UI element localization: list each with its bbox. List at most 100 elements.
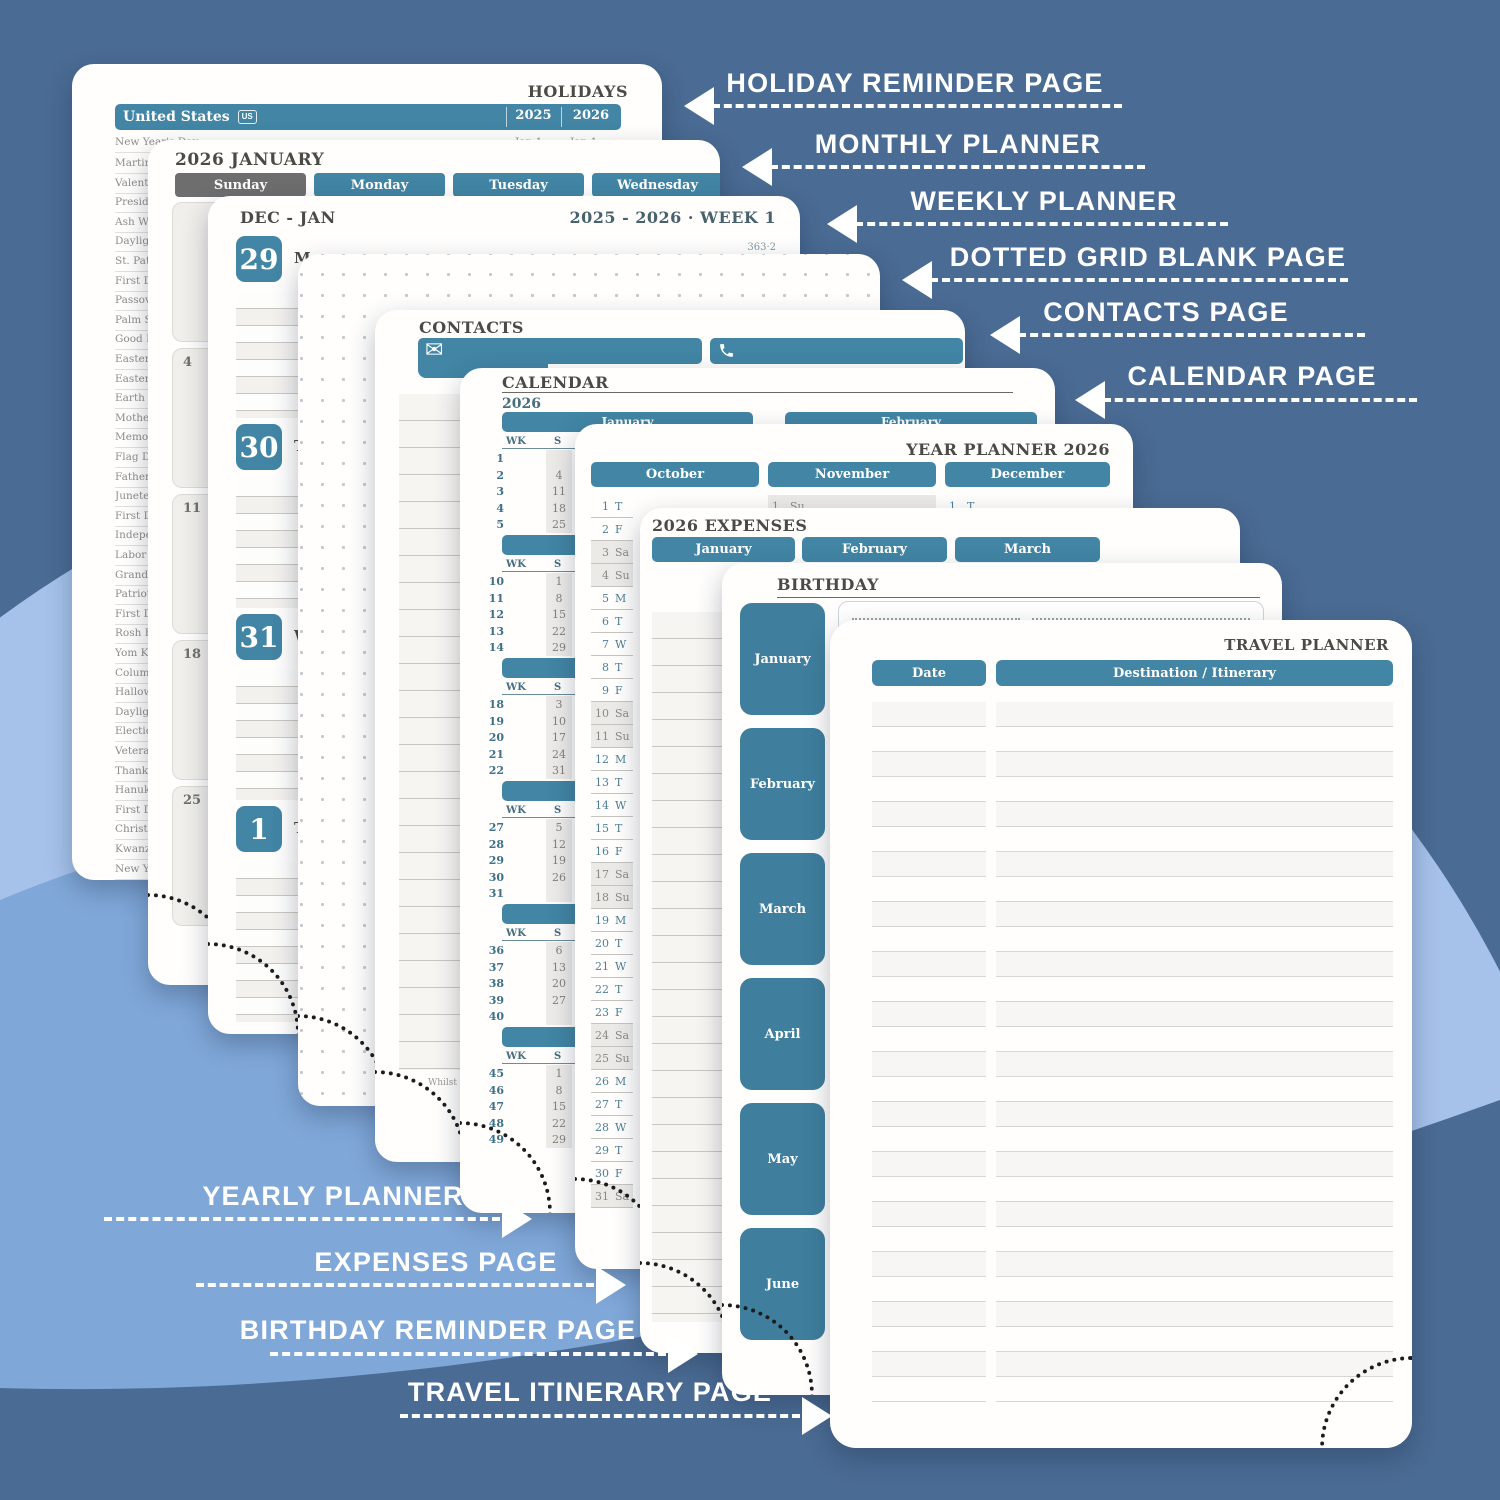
page-travel-planner: TRAVEL PLANNER Date Destination / Itiner… bbox=[830, 620, 1412, 1448]
birthday-tab-january: January bbox=[740, 603, 825, 715]
yearplanner-title: YEAR PLANNER 2026 bbox=[906, 440, 1110, 459]
travel-row-date-cell bbox=[872, 827, 986, 852]
yearplanner-day-num: 12 bbox=[595, 753, 609, 766]
calendar-sunday-strip bbox=[546, 942, 572, 1025]
calendar-header-rule bbox=[502, 571, 590, 572]
holiday-row: Presid bbox=[115, 193, 177, 214]
calendar-sunday-value: 1 bbox=[555, 575, 563, 588]
yearplanner-day-num: 17 bbox=[595, 868, 609, 881]
birthday-tab-march: March bbox=[740, 853, 825, 965]
holiday-row: First D bbox=[115, 801, 177, 821]
yearplanner-day-letter: T bbox=[967, 500, 975, 513]
yearplanner-day-num: 27 bbox=[595, 1098, 609, 1111]
us-flag-badge: US bbox=[237, 110, 257, 124]
calendar-sunday-value: 8 bbox=[555, 1083, 563, 1097]
calendar-sunday-value: 22 bbox=[552, 1116, 566, 1130]
left-arrow-icon bbox=[827, 205, 857, 243]
birthday-title-rule bbox=[777, 597, 1260, 598]
callout-label: BIRTHDAY REMINDER PAGE bbox=[239, 1315, 637, 1345]
calendar-sunday-value: 5 bbox=[555, 821, 563, 834]
yearplanner-day-row: 28 W bbox=[591, 1116, 633, 1139]
yearplanner-day-row: 24 Sa bbox=[591, 1024, 633, 1047]
day-header-monday: Monday bbox=[314, 173, 445, 197]
calendar-sunday-strip bbox=[546, 450, 572, 533]
calendar-col-header-wk: WK bbox=[506, 928, 526, 939]
yearplanner-day-num: 4 bbox=[602, 569, 609, 582]
calendar-col-header-s: S bbox=[554, 1051, 562, 1062]
yearplanner-day-letter: F bbox=[615, 845, 623, 858]
year-col-divider bbox=[561, 107, 562, 127]
yearplanner-day-letter: T bbox=[615, 937, 623, 950]
calendar-title: CALENDAR bbox=[502, 373, 609, 392]
travel-row-date-cell bbox=[872, 1102, 986, 1127]
calendar-week-number: 37 bbox=[488, 960, 504, 974]
callout-label: CALENDAR PAGE bbox=[1127, 361, 1377, 391]
yearplanner-day-row: 20 T bbox=[591, 932, 633, 955]
holiday-row: Easter bbox=[115, 370, 177, 390]
holidays-year-2026: 2026 bbox=[572, 108, 610, 123]
holiday-row: Colum bbox=[115, 664, 177, 684]
calendar-sunday-value: 15 bbox=[552, 1100, 566, 1113]
travel-row-date-cell bbox=[872, 1277, 986, 1302]
yearplanner-day-row: 16 F bbox=[591, 840, 633, 863]
yearplanner-day-letter: Su bbox=[615, 730, 630, 743]
yearplanner-day-row: 22 T bbox=[591, 978, 633, 1001]
calendar-sunday-strip bbox=[546, 573, 572, 656]
travel-row-destination-cell bbox=[996, 977, 1393, 1002]
holidays-title: HOLIDAYS bbox=[527, 82, 628, 101]
travel-row-date-cell bbox=[872, 952, 986, 977]
travel-row-destination-cell bbox=[996, 1227, 1393, 1252]
travel-row-date-cell bbox=[872, 752, 986, 777]
travel-row-destination-cell bbox=[996, 1277, 1393, 1302]
holiday-row: Electio bbox=[115, 722, 177, 743]
calendar-header-rule bbox=[502, 694, 590, 695]
travel-destination-header: Destination / Itinerary bbox=[996, 660, 1393, 686]
travel-row-date-cell bbox=[872, 1327, 986, 1352]
yearplanner-day-num: 18 bbox=[595, 891, 609, 904]
yearplanner-day-letter: M bbox=[615, 592, 627, 605]
yearplanner-day-letter: T bbox=[615, 776, 623, 789]
travel-row-destination-cell bbox=[996, 727, 1393, 752]
calendar-header-rule bbox=[502, 448, 590, 449]
calendar-sunday-value: 29 bbox=[552, 641, 566, 654]
calendar-col-header-wk: WK bbox=[506, 559, 526, 570]
yearplanner-day-num: 15 bbox=[595, 822, 609, 835]
travel-row-date-cell bbox=[872, 1052, 986, 1077]
travel-row-date-cell bbox=[872, 877, 986, 902]
holiday-row: St. Pat bbox=[115, 252, 177, 272]
yearplanner-day-letter: T bbox=[615, 822, 623, 835]
holiday-row: Flag D bbox=[115, 448, 177, 468]
travel-row-destination-cell bbox=[996, 1327, 1393, 1352]
callout-dashed-line bbox=[104, 1217, 500, 1221]
calendar-col-header-wk: WK bbox=[506, 805, 526, 816]
calendar-sunday-value: 31 bbox=[552, 764, 566, 777]
travel-row-destination-cell bbox=[996, 1102, 1393, 1127]
contacts-phone-bar bbox=[710, 338, 963, 364]
holiday-row: Rosh H bbox=[115, 624, 177, 645]
weekly-day-number: 30 bbox=[236, 424, 282, 470]
callout-label: EXPENSES PAGE bbox=[314, 1247, 558, 1277]
yearplanner-day-num: 30 bbox=[595, 1167, 609, 1180]
yearplanner-day-letter: Sa bbox=[615, 868, 630, 881]
yearplanner-day-row: 23 F bbox=[591, 1001, 633, 1024]
yearplanner-day-row: 11 Su bbox=[591, 725, 633, 748]
calendar-week-number: 13 bbox=[488, 624, 504, 638]
day-header-sunday: Sunday bbox=[175, 173, 306, 197]
travel-row-destination-cell bbox=[996, 702, 1393, 727]
calendar-sunday-strip bbox=[546, 819, 572, 902]
calendar-week-number: 40 bbox=[488, 1010, 504, 1023]
yearplanner-day-num: 23 bbox=[595, 1006, 609, 1019]
calendar-week-number: 30 bbox=[488, 870, 504, 884]
calendar-sunday-value: 12 bbox=[552, 837, 566, 851]
callout-dashed-line bbox=[400, 1414, 800, 1418]
holidays-country: United States bbox=[123, 109, 230, 125]
travel-row-destination-cell bbox=[996, 1252, 1393, 1277]
yearplanner-day-num: 28 bbox=[595, 1121, 609, 1134]
travel-row-date-cell bbox=[872, 1002, 986, 1027]
calendar-sunday-value: 19 bbox=[552, 854, 566, 867]
yearplanner-day-letter: T bbox=[615, 1144, 623, 1157]
